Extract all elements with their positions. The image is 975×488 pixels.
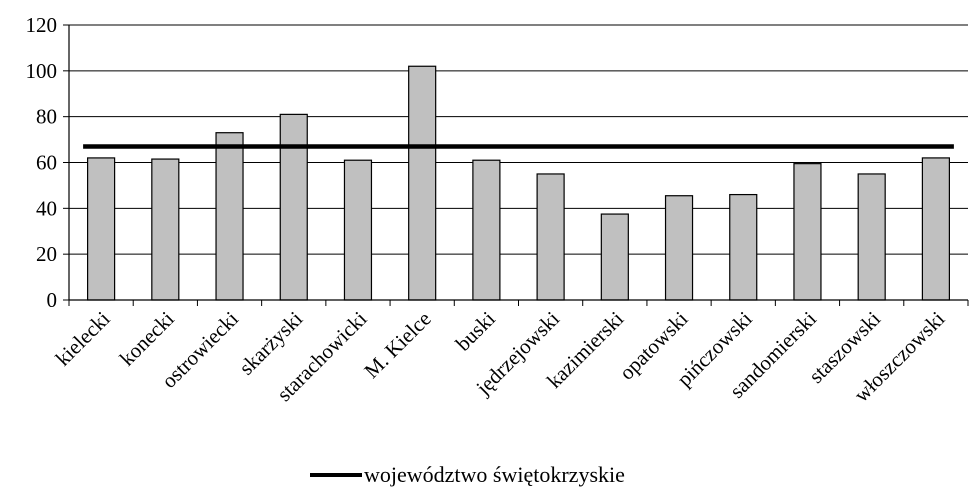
y-tick-label-20: 20 <box>36 242 57 266</box>
bar-3 <box>279 113 308 301</box>
legend-label: województwo świętokrzyskie <box>364 462 625 487</box>
category-label-5: M. Kielce <box>359 307 435 383</box>
gridlines <box>63 24 969 306</box>
bar-6 <box>472 159 501 301</box>
bar-12 <box>857 173 886 301</box>
category-label-1: konecki <box>115 306 179 370</box>
bar-9 <box>664 195 694 301</box>
y-tick-label-60: 60 <box>36 151 57 175</box>
bar-5 <box>408 65 437 301</box>
category-label-6: buski <box>451 306 500 355</box>
bar-1 <box>151 158 180 301</box>
bar-11 <box>793 163 822 301</box>
legend: województwo świętokrzyskie <box>310 462 625 487</box>
y-tick-label-100: 100 <box>26 59 58 83</box>
y-tick-label-80: 80 <box>36 105 57 129</box>
y-tick-label-40: 40 <box>36 196 57 220</box>
bar-0 <box>87 157 116 301</box>
bar-8 <box>600 213 629 301</box>
category-labels: kielecki koneckiostrowieckiskarżyskistara… <box>51 306 950 406</box>
y-tick-label-120: 120 <box>26 13 58 37</box>
bar-10 <box>729 193 758 301</box>
axes <box>68 25 968 301</box>
bar-4 <box>343 159 373 301</box>
bar-13 <box>921 157 950 301</box>
y-tick-label-0: 0 <box>47 288 58 312</box>
bar-2 <box>215 132 244 301</box>
bars <box>87 65 950 301</box>
bar-7 <box>536 173 565 301</box>
category-label-0: kielecki <box>51 306 115 370</box>
y-tick-labels: 0 20 40 60 80 100 120 <box>26 13 58 312</box>
